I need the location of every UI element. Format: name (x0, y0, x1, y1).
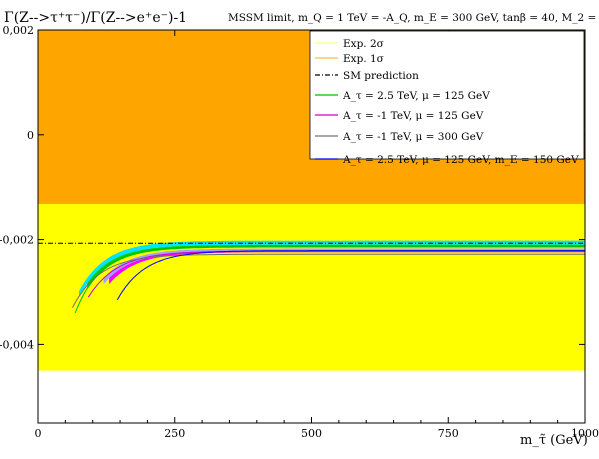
legend-label-0: Exp. 2σ (343, 38, 384, 50)
chart-subtitle-text: MSSM limit, m_Q = 1 TeV = -A_Q, m_E = 30… (228, 12, 599, 24)
y-tick-label-3: -0,004 (0, 338, 34, 351)
legend-box (309, 30, 585, 160)
x-tick-label-4: 1000 (571, 427, 599, 440)
y-tick-label-2: -0,002 (0, 234, 34, 247)
legend-label-1: Exp. 1σ (343, 53, 384, 65)
x-tick-label-2: 500 (301, 427, 322, 440)
legend-label-3: A_τ = 2.5 TeV, μ = 125 GeV (342, 90, 490, 102)
y-tick-label-1: 0 (27, 129, 34, 142)
legend-label-5: A_τ = -1 TeV, μ = 300 GeV (342, 131, 484, 143)
legend-label-6: A_τ = 2.5 TeV, μ = 125 GeV, m_E = 150 Ge… (342, 154, 579, 166)
x-axis-label-text: m_τ̃ (GeV) (520, 433, 588, 448)
series-line-4 (116, 250, 585, 301)
series-line-3 (72, 253, 585, 308)
chart-subtitle: MSSM limit, m_Q = 1 TeV = -A_Q, m_E = 30… (228, 12, 599, 24)
series-line-1 (74, 245, 584, 314)
x-tick-label-0: 0 (35, 427, 42, 440)
series-layer (72, 245, 585, 314)
chart-title-text: Γ(Z-->τ⁺τ⁻)/Γ(Z-->e⁺e⁻)-1 (4, 10, 187, 26)
y-tick-label-0: 0,002 (3, 24, 35, 37)
x-axis-label: m_τ̃ (GeV) (520, 433, 588, 448)
x-tick-label-1: 250 (164, 427, 185, 440)
x-tick-label-3: 750 (438, 427, 459, 440)
legend-label-2: SM prediction (343, 70, 419, 82)
legend: Exp. 2σ Exp. 1σ SM prediction A_τ = 2.5 TeV… (309, 30, 585, 166)
chart-title: Γ(Z-->τ⁺τ⁻)/Γ(Z-->e⁺e⁻)-1 (4, 10, 187, 26)
legend-label-4: A_τ = -1 TeV, μ = 125 GeV (342, 110, 484, 122)
